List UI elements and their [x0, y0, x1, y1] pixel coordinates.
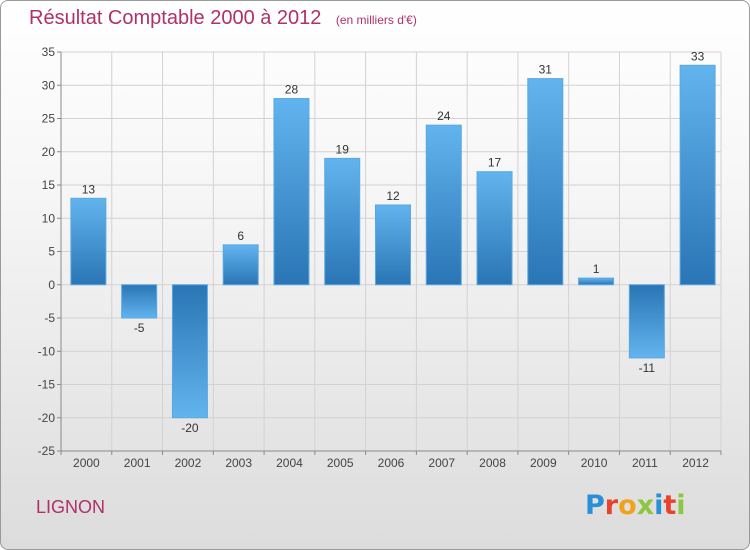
x-tick-label: 2007	[428, 456, 455, 470]
chart-title-block: Résultat Comptable 2000 à 2012 (en milli…	[29, 7, 417, 30]
bar	[679, 64, 716, 286]
chart-title: Résultat Comptable 2000 à 2012	[29, 7, 322, 29]
x-tick-label: 2001	[124, 456, 151, 470]
data-label: 19	[336, 142, 350, 156]
bar	[425, 124, 462, 286]
data-label: 13	[82, 182, 96, 196]
data-label: 12	[386, 189, 400, 203]
logo-letter: o	[618, 490, 637, 521]
x-tick-label: 2009	[530, 456, 557, 470]
bar	[578, 277, 615, 286]
y-tick-label: -15	[38, 378, 56, 392]
data-label: -11	[639, 361, 656, 375]
y-tick-label: 0	[48, 278, 55, 292]
y-tick-label: 15	[42, 178, 56, 192]
y-tick-label: -25	[38, 444, 56, 458]
x-tick-label: 2004	[276, 456, 303, 470]
data-label: -5	[134, 321, 145, 335]
data-label: 1	[593, 262, 600, 276]
x-tick-label: 2010	[581, 456, 608, 470]
x-tick-label: 2006	[378, 456, 405, 470]
data-label: 33	[691, 49, 705, 63]
x-tick-label: 2000	[73, 456, 100, 470]
bar	[375, 204, 411, 286]
y-tick-label: 10	[42, 211, 56, 225]
data-label: 6	[237, 229, 244, 243]
bars	[70, 64, 716, 419]
x-tick-label: 2011	[632, 456, 658, 470]
x-tick-label: 2005	[327, 456, 354, 470]
chart-subtitle: (en milliers d'€)	[335, 13, 417, 27]
bar	[273, 98, 310, 286]
bar	[171, 284, 208, 419]
bar	[527, 78, 564, 286]
bar	[324, 157, 361, 286]
y-tick-label: 35	[42, 45, 56, 59]
x-tick-label: 2012	[682, 456, 709, 470]
bar	[476, 171, 513, 286]
y-tick-label: 5	[48, 245, 55, 259]
y-tick-label: -5	[44, 311, 55, 325]
logo-letter: i	[654, 490, 664, 521]
y-tick-label: 30	[42, 78, 56, 92]
logo-letter: P	[585, 490, 605, 521]
commune-name: LIGNON	[36, 497, 106, 517]
y-tick-label: 20	[42, 145, 56, 159]
labels: 35 30 25 20 15 10 5 0 -5 -10 -15 -20 -25 13 2000 -5 2001…	[38, 45, 710, 470]
logo-letter: t	[663, 490, 677, 521]
data-label: 28	[285, 83, 299, 97]
bar	[628, 284, 665, 359]
x-tick-label: 2008	[479, 456, 506, 470]
y-tick-label: -10	[38, 344, 56, 358]
data-label: 31	[539, 63, 553, 77]
proxiti-logo[interactable]: Proxiti	[585, 490, 686, 521]
logo-letter: r	[604, 490, 619, 521]
bar	[121, 284, 158, 319]
data-label: 24	[437, 109, 451, 123]
bar	[70, 197, 107, 286]
y-tick-label: -20	[38, 411, 56, 425]
y-tick-label: 25	[42, 112, 56, 126]
axes	[57, 51, 722, 455]
data-label: 17	[488, 156, 502, 170]
data-label: -20	[181, 421, 199, 435]
x-tick-label: 2002	[175, 456, 202, 470]
bar	[222, 244, 259, 286]
logo-letter: i	[676, 490, 686, 521]
logo-letter: x	[636, 490, 655, 521]
x-tick-label: 2003	[225, 456, 252, 470]
